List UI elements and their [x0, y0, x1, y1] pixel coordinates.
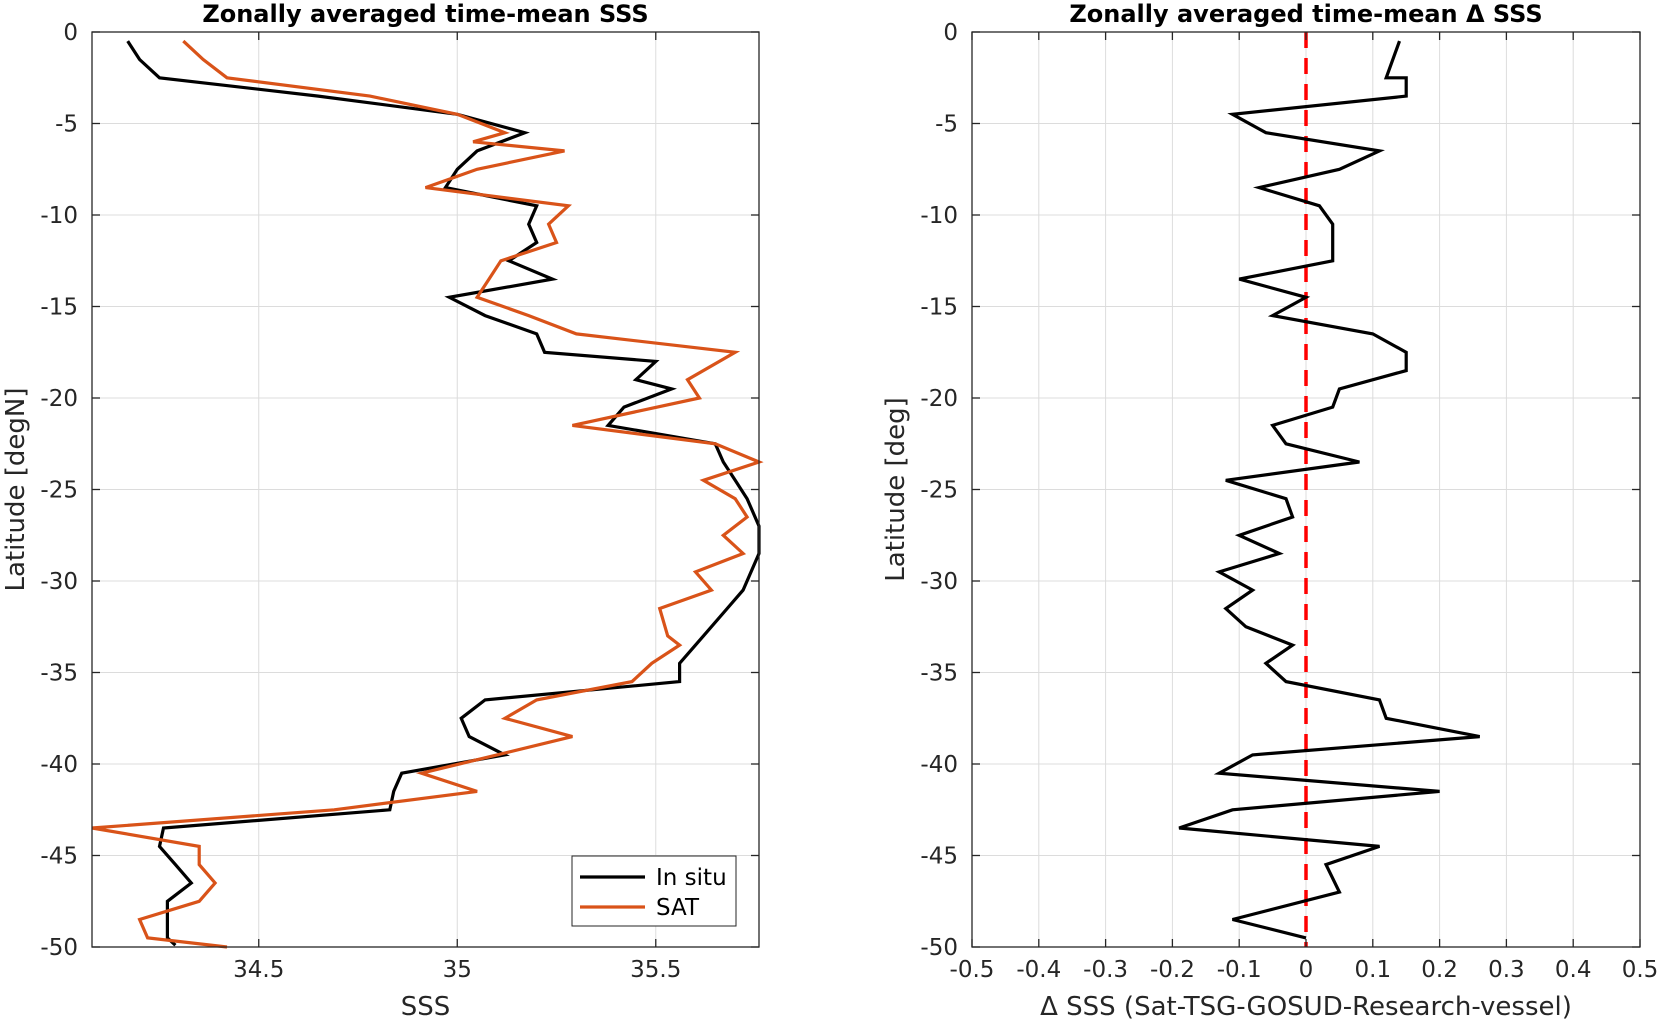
legend: In situ SAT [571, 855, 737, 927]
y-tick-label: -10 [40, 203, 78, 229]
y-tick-label: -50 [920, 935, 958, 961]
x-tick-label: 0.3 [1488, 957, 1525, 983]
y-tick-label: -20 [40, 386, 78, 412]
y-tick-label: -25 [920, 478, 958, 504]
chart-title: Zonally averaged time-mean SSS [202, 0, 648, 28]
y-tick-label: -5 [55, 112, 78, 138]
series-line-sat [91, 39, 764, 949]
y-tick-label: -40 [40, 752, 78, 778]
series-line-in-situ [126, 40, 761, 947]
x-tick-label: 0.5 [1622, 957, 1659, 983]
tick-marks-and-labels: -0.5 -0.4 -0.3 -0.2 -0.1 0 0.1 0.2 0.3 0.4 0.5 0 -5 -… [920, 20, 1658, 983]
y-tick-label: -50 [40, 935, 78, 961]
y-tick-label: 0 [63, 20, 78, 46]
series-lines [91, 39, 764, 949]
y-tick-label: -30 [920, 569, 958, 595]
x-axis-label: Δ SSS (Sat-TSG-GOSUD-Research-vessel) [1040, 992, 1572, 1022]
x-tick-label: -0.2 [1150, 957, 1195, 983]
y-tick-label: 0 [943, 20, 958, 46]
x-axis-label: SSS [401, 992, 451, 1022]
legend-box [571, 855, 737, 927]
y-tick-label: -5 [935, 112, 958, 138]
y-axis-label: Latitude [deg] [881, 397, 911, 582]
y-tick-label: -40 [920, 752, 958, 778]
sss-panel: 34.5 35 35.5 0 -5 -10 -15 -20 -25 -30 -35 -40 -45 -50… [1, 0, 764, 1022]
y-tick-label: -20 [920, 386, 958, 412]
y-tick-label: -15 [40, 295, 78, 321]
y-tick-label: -10 [920, 203, 958, 229]
y-tick-label: -45 [40, 844, 78, 870]
legend-label-sat: SAT [656, 895, 700, 921]
x-tick-label: -0.1 [1217, 957, 1262, 983]
x-tick-label: 0.4 [1555, 957, 1592, 983]
grid-lines [92, 31, 759, 948]
chart-title: Zonally averaged time-mean Δ SSS [1069, 0, 1542, 28]
x-tick-label: -0.4 [1016, 957, 1061, 983]
x-tick-label: -0.3 [1083, 957, 1128, 983]
x-tick-label: 35 [443, 957, 472, 983]
y-tick-label: -30 [40, 569, 78, 595]
x-tick-label: 0.2 [1421, 957, 1458, 983]
y-tick-label: -35 [40, 661, 78, 687]
y-tick-label: -35 [920, 661, 958, 687]
x-tick-label: -0.5 [950, 957, 995, 983]
y-tick-label: -25 [40, 478, 78, 504]
delta-sss-panel: -0.5 -0.4 -0.3 -0.2 -0.1 0 0.1 0.2 0.3 0.4 0.5 0 -5 -… [881, 0, 1658, 1022]
x-tick-label: 0 [1299, 957, 1314, 983]
y-axis-label: Latitude [degN] [1, 387, 31, 591]
y-tick-label: -45 [920, 844, 958, 870]
series-line-delta-sss [1178, 40, 1481, 940]
y-tick-label: -15 [920, 295, 958, 321]
tick-marks-and-labels: 34.5 35 35.5 0 -5 -10 -15 -20 -25 -30 -35 -40 -45 -50 [40, 20, 759, 983]
x-tick-label: 34.5 [233, 957, 284, 983]
series-lines [1178, 32, 1481, 947]
legend-label-in-situ: In situ [656, 865, 727, 891]
x-tick-label: 35.5 [630, 957, 681, 983]
x-tick-label: 0.1 [1355, 957, 1392, 983]
